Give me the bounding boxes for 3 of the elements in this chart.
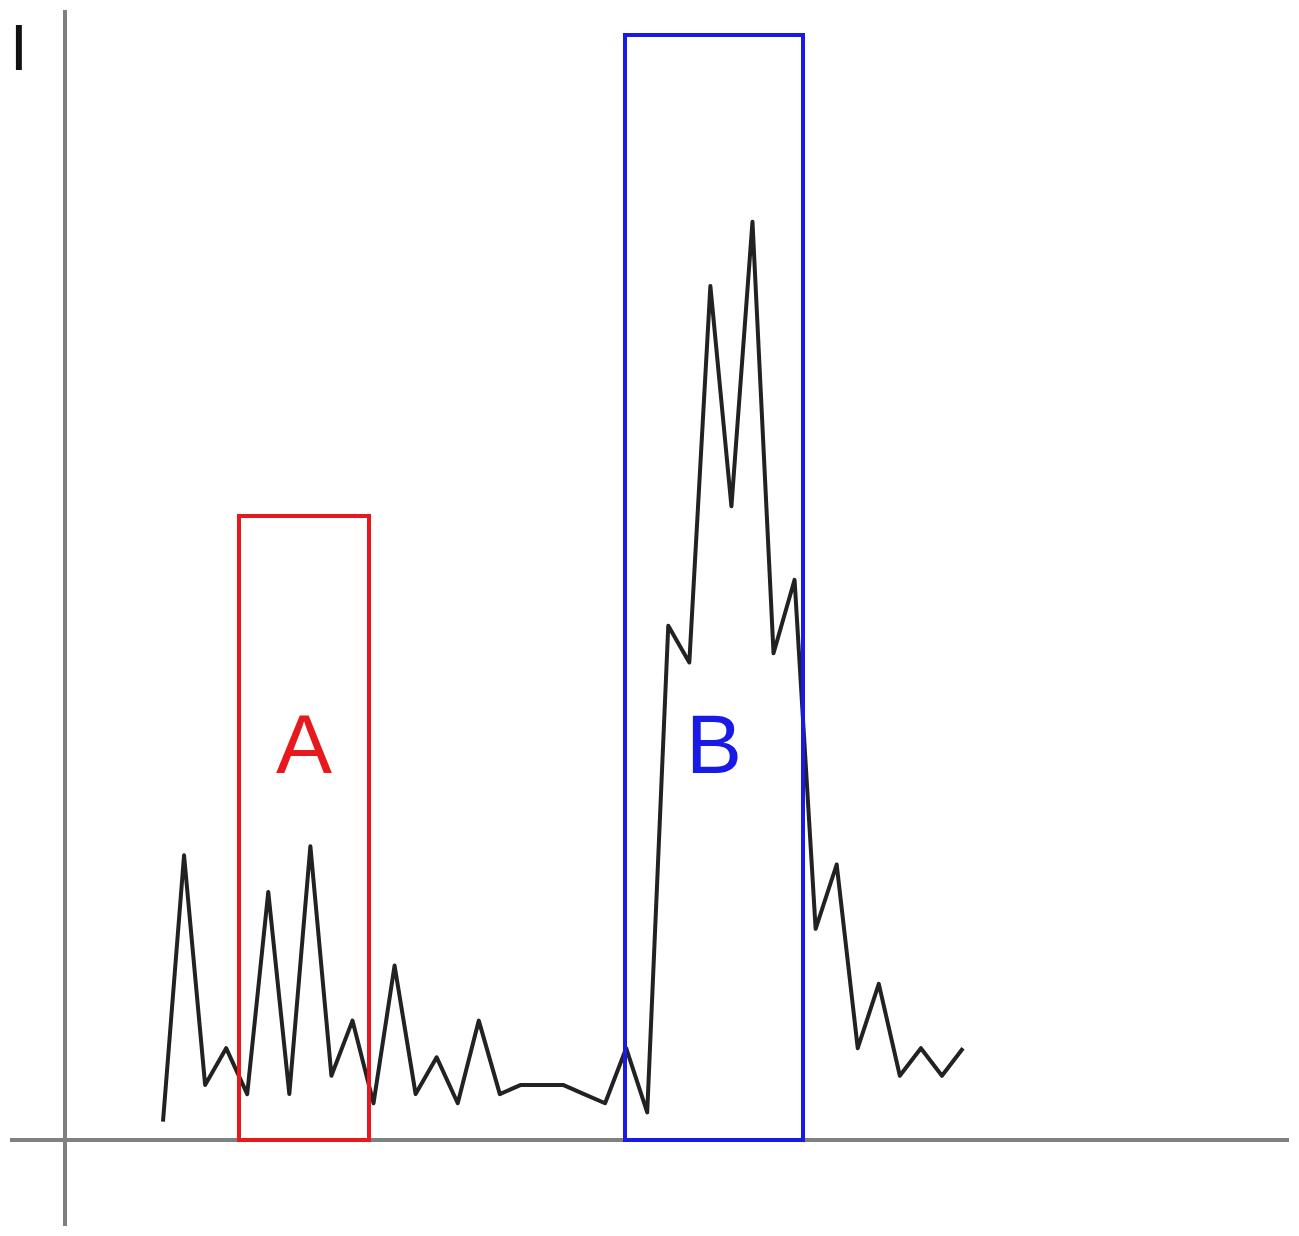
- y-axis-title: I: [10, 12, 28, 84]
- annotation: B: [685, 696, 744, 791]
- annotation: A: [275, 696, 334, 791]
